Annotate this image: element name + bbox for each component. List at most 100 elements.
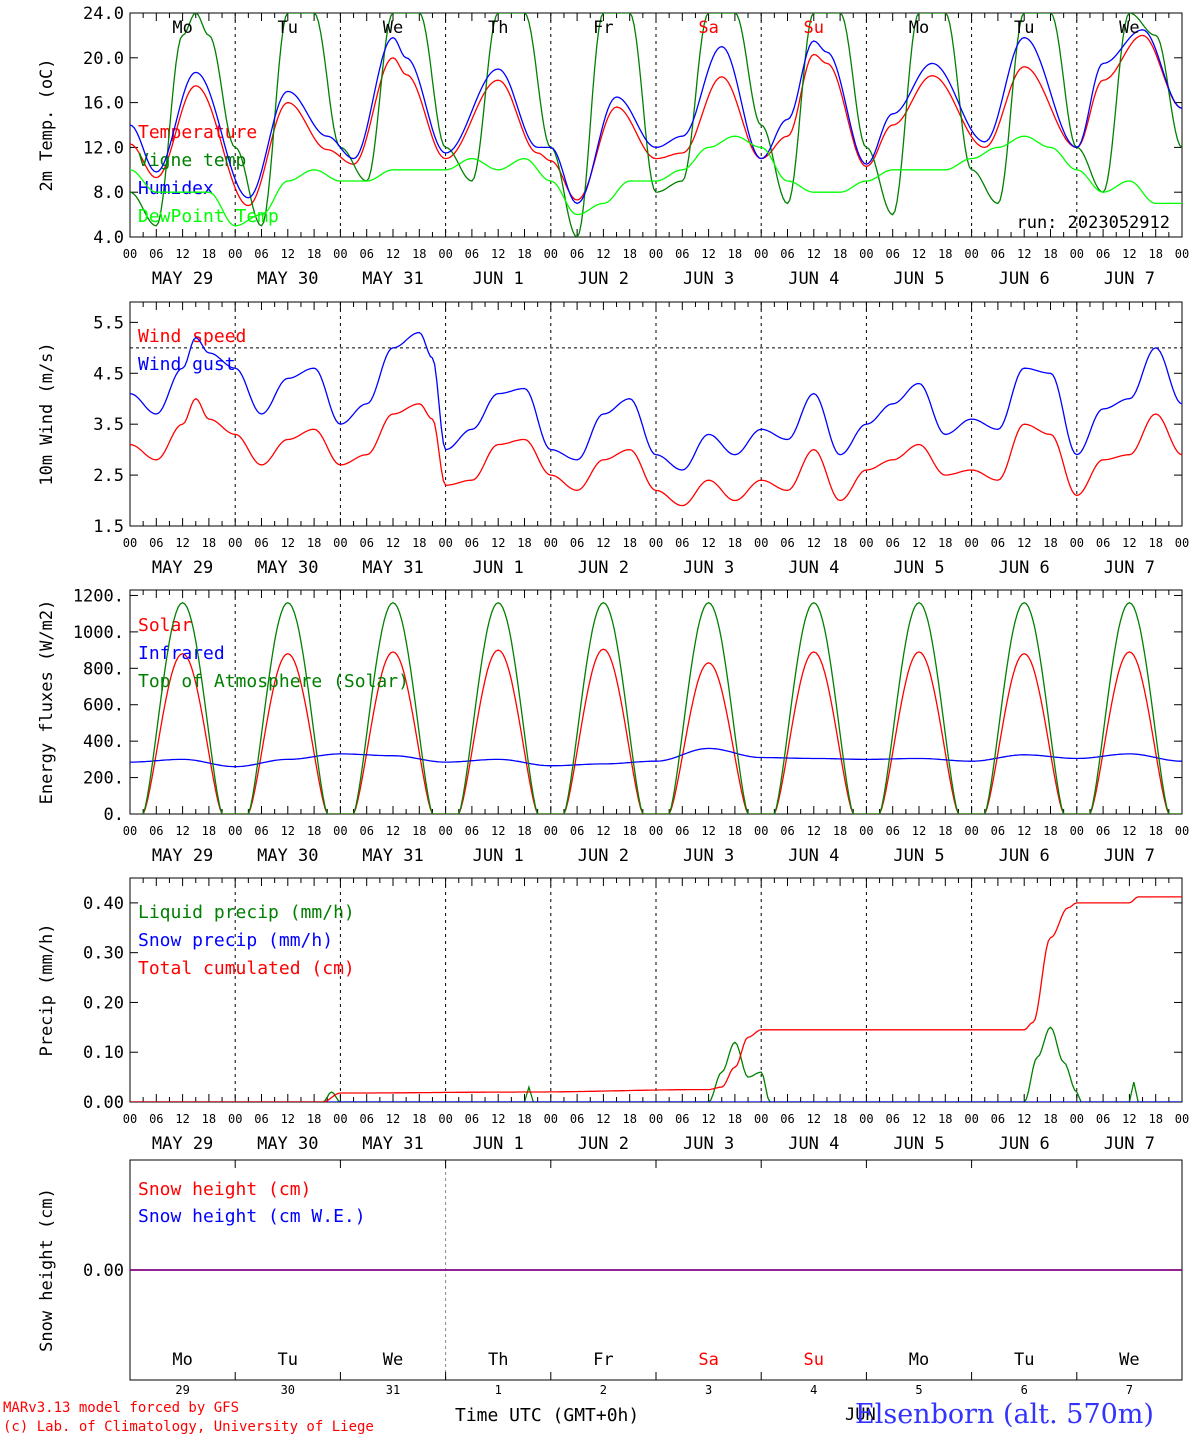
hour-tick-label: 18 (1043, 1112, 1057, 1126)
hour-tick-label: 18 (517, 247, 531, 261)
hour-tick-label: 06 (359, 247, 373, 261)
date-label: MAY 31 (362, 558, 423, 578)
y-tick-label: 0.20 (83, 993, 124, 1013)
date-label: MAY 30 (257, 558, 318, 578)
y-tick-label: 4.5 (93, 364, 124, 384)
series-line (142, 601, 1182, 814)
weekday-label: We (1119, 1350, 1139, 1370)
hour-tick-label: 06 (1096, 1112, 1110, 1126)
hour-tick-label: 00 (964, 1112, 978, 1126)
hour-tick-label: 00 (333, 824, 347, 838)
hour-tick-label: 06 (1096, 824, 1110, 838)
hour-tick-label: 06 (254, 247, 268, 261)
y-tick-label: 12.0 (83, 138, 124, 158)
y-axis-label: Precip (mm/h) (37, 923, 57, 1056)
hour-tick-label: 06 (1096, 247, 1110, 261)
y-tick-label: 0.30 (83, 944, 124, 964)
hour-tick-label: 18 (938, 536, 952, 550)
date-label: JUN 1 (473, 1134, 524, 1154)
weekday-label: Su (804, 1350, 824, 1370)
hour-tick-label: 00 (438, 1112, 452, 1126)
date-label: JUN 1 (473, 269, 524, 289)
weekday-label: Mo (172, 1350, 192, 1370)
hour-tick-label: 18 (307, 824, 321, 838)
hour-tick-label: 18 (412, 1112, 426, 1126)
y-tick-label: 800. (83, 659, 124, 679)
credit-line-1: MARv3.13 model forced by GFS (3, 1400, 240, 1416)
hour-tick-label: 06 (991, 536, 1005, 550)
y-tick-label: 600. (83, 696, 124, 716)
day-number-label: 29 (175, 1383, 189, 1397)
hour-tick-label: 18 (1043, 247, 1057, 261)
hour-tick-label: 12 (386, 536, 400, 550)
hour-tick-label: 12 (491, 1112, 505, 1126)
y-tick-label: 400. (83, 732, 124, 752)
hour-tick-label: 18 (622, 247, 636, 261)
date-label: JUN 6 (999, 1134, 1050, 1154)
hour-tick-label: 18 (938, 1112, 952, 1126)
hour-tick-label: 06 (254, 536, 268, 550)
hour-tick-label: 12 (701, 536, 715, 550)
y-tick-label: 16.0 (83, 94, 124, 114)
date-label: JUN 2 (578, 846, 629, 866)
hour-tick-label: 00 (123, 1112, 137, 1126)
date-label: JUN 7 (1104, 558, 1155, 578)
weekday-label: Fr (593, 1350, 613, 1370)
hour-tick-label: 18 (517, 536, 531, 550)
y-tick-label: 2.5 (93, 466, 124, 486)
hour-tick-label: 18 (938, 247, 952, 261)
hour-tick-label: 06 (675, 247, 689, 261)
hour-tick-label: 06 (885, 824, 899, 838)
hour-tick-label: 18 (517, 824, 531, 838)
legend-entry: Temperature (138, 122, 257, 143)
hour-tick-label: 18 (728, 824, 742, 838)
y-tick-label: 3.5 (93, 415, 124, 435)
hour-tick-label: 06 (885, 536, 899, 550)
hour-tick-label: 18 (517, 1112, 531, 1126)
hour-tick-label: 00 (123, 247, 137, 261)
hour-tick-label: 06 (991, 247, 1005, 261)
hour-tick-label: 06 (570, 824, 584, 838)
hour-tick-label: 18 (1148, 536, 1162, 550)
hour-tick-label: 12 (491, 824, 505, 838)
weekday-label: Tu (1014, 1350, 1034, 1370)
weekday-label: Tu (278, 1350, 298, 1370)
legend-entry: Wind gust (138, 354, 236, 375)
hour-tick-label: 12 (701, 1112, 715, 1126)
hour-tick-label: 06 (570, 536, 584, 550)
hour-tick-label: 12 (175, 1112, 189, 1126)
hour-tick-label: 06 (359, 824, 373, 838)
date-label: JUN 7 (1104, 1134, 1155, 1154)
weekday-label: Fr (593, 18, 613, 38)
hour-tick-label: 12 (1017, 536, 1031, 550)
hour-tick-label: 06 (780, 824, 794, 838)
hour-tick-label: 18 (622, 824, 636, 838)
weekday-label: Tu (278, 18, 298, 38)
hour-tick-label: 00 (123, 824, 137, 838)
date-label: JUN 4 (788, 1134, 839, 1154)
day-number-label: 1 (495, 1383, 502, 1397)
hour-tick-label: 00 (754, 1112, 768, 1126)
y-tick-label: 4.0 (93, 228, 124, 248)
series-line (130, 13, 1182, 237)
date-label: JUN 3 (683, 269, 734, 289)
hour-tick-label: 18 (1148, 1112, 1162, 1126)
hour-tick-label: 00 (123, 536, 137, 550)
day-number-label: 7 (1126, 1383, 1133, 1397)
y-tick-label: 0.00 (83, 1093, 124, 1113)
hour-tick-label: 06 (465, 536, 479, 550)
y-tick-label: 0.40 (83, 894, 124, 914)
hour-tick-label: 06 (780, 247, 794, 261)
y-axis-label: Snow height (cm) (37, 1188, 57, 1352)
series-line (130, 896, 1182, 1102)
y-tick-label: 24.0 (83, 4, 124, 24)
hour-tick-label: 18 (833, 824, 847, 838)
y-axis-label: 2m Temp. (oC) (37, 58, 57, 191)
hour-tick-label: 12 (386, 1112, 400, 1126)
y-tick-label: 5.5 (93, 313, 124, 333)
date-label: JUN 4 (788, 558, 839, 578)
hour-tick-label: 18 (1148, 824, 1162, 838)
day-number-label: 30 (281, 1383, 295, 1397)
legend-entry: Top of Atmosphere (Solar) (138, 671, 409, 692)
